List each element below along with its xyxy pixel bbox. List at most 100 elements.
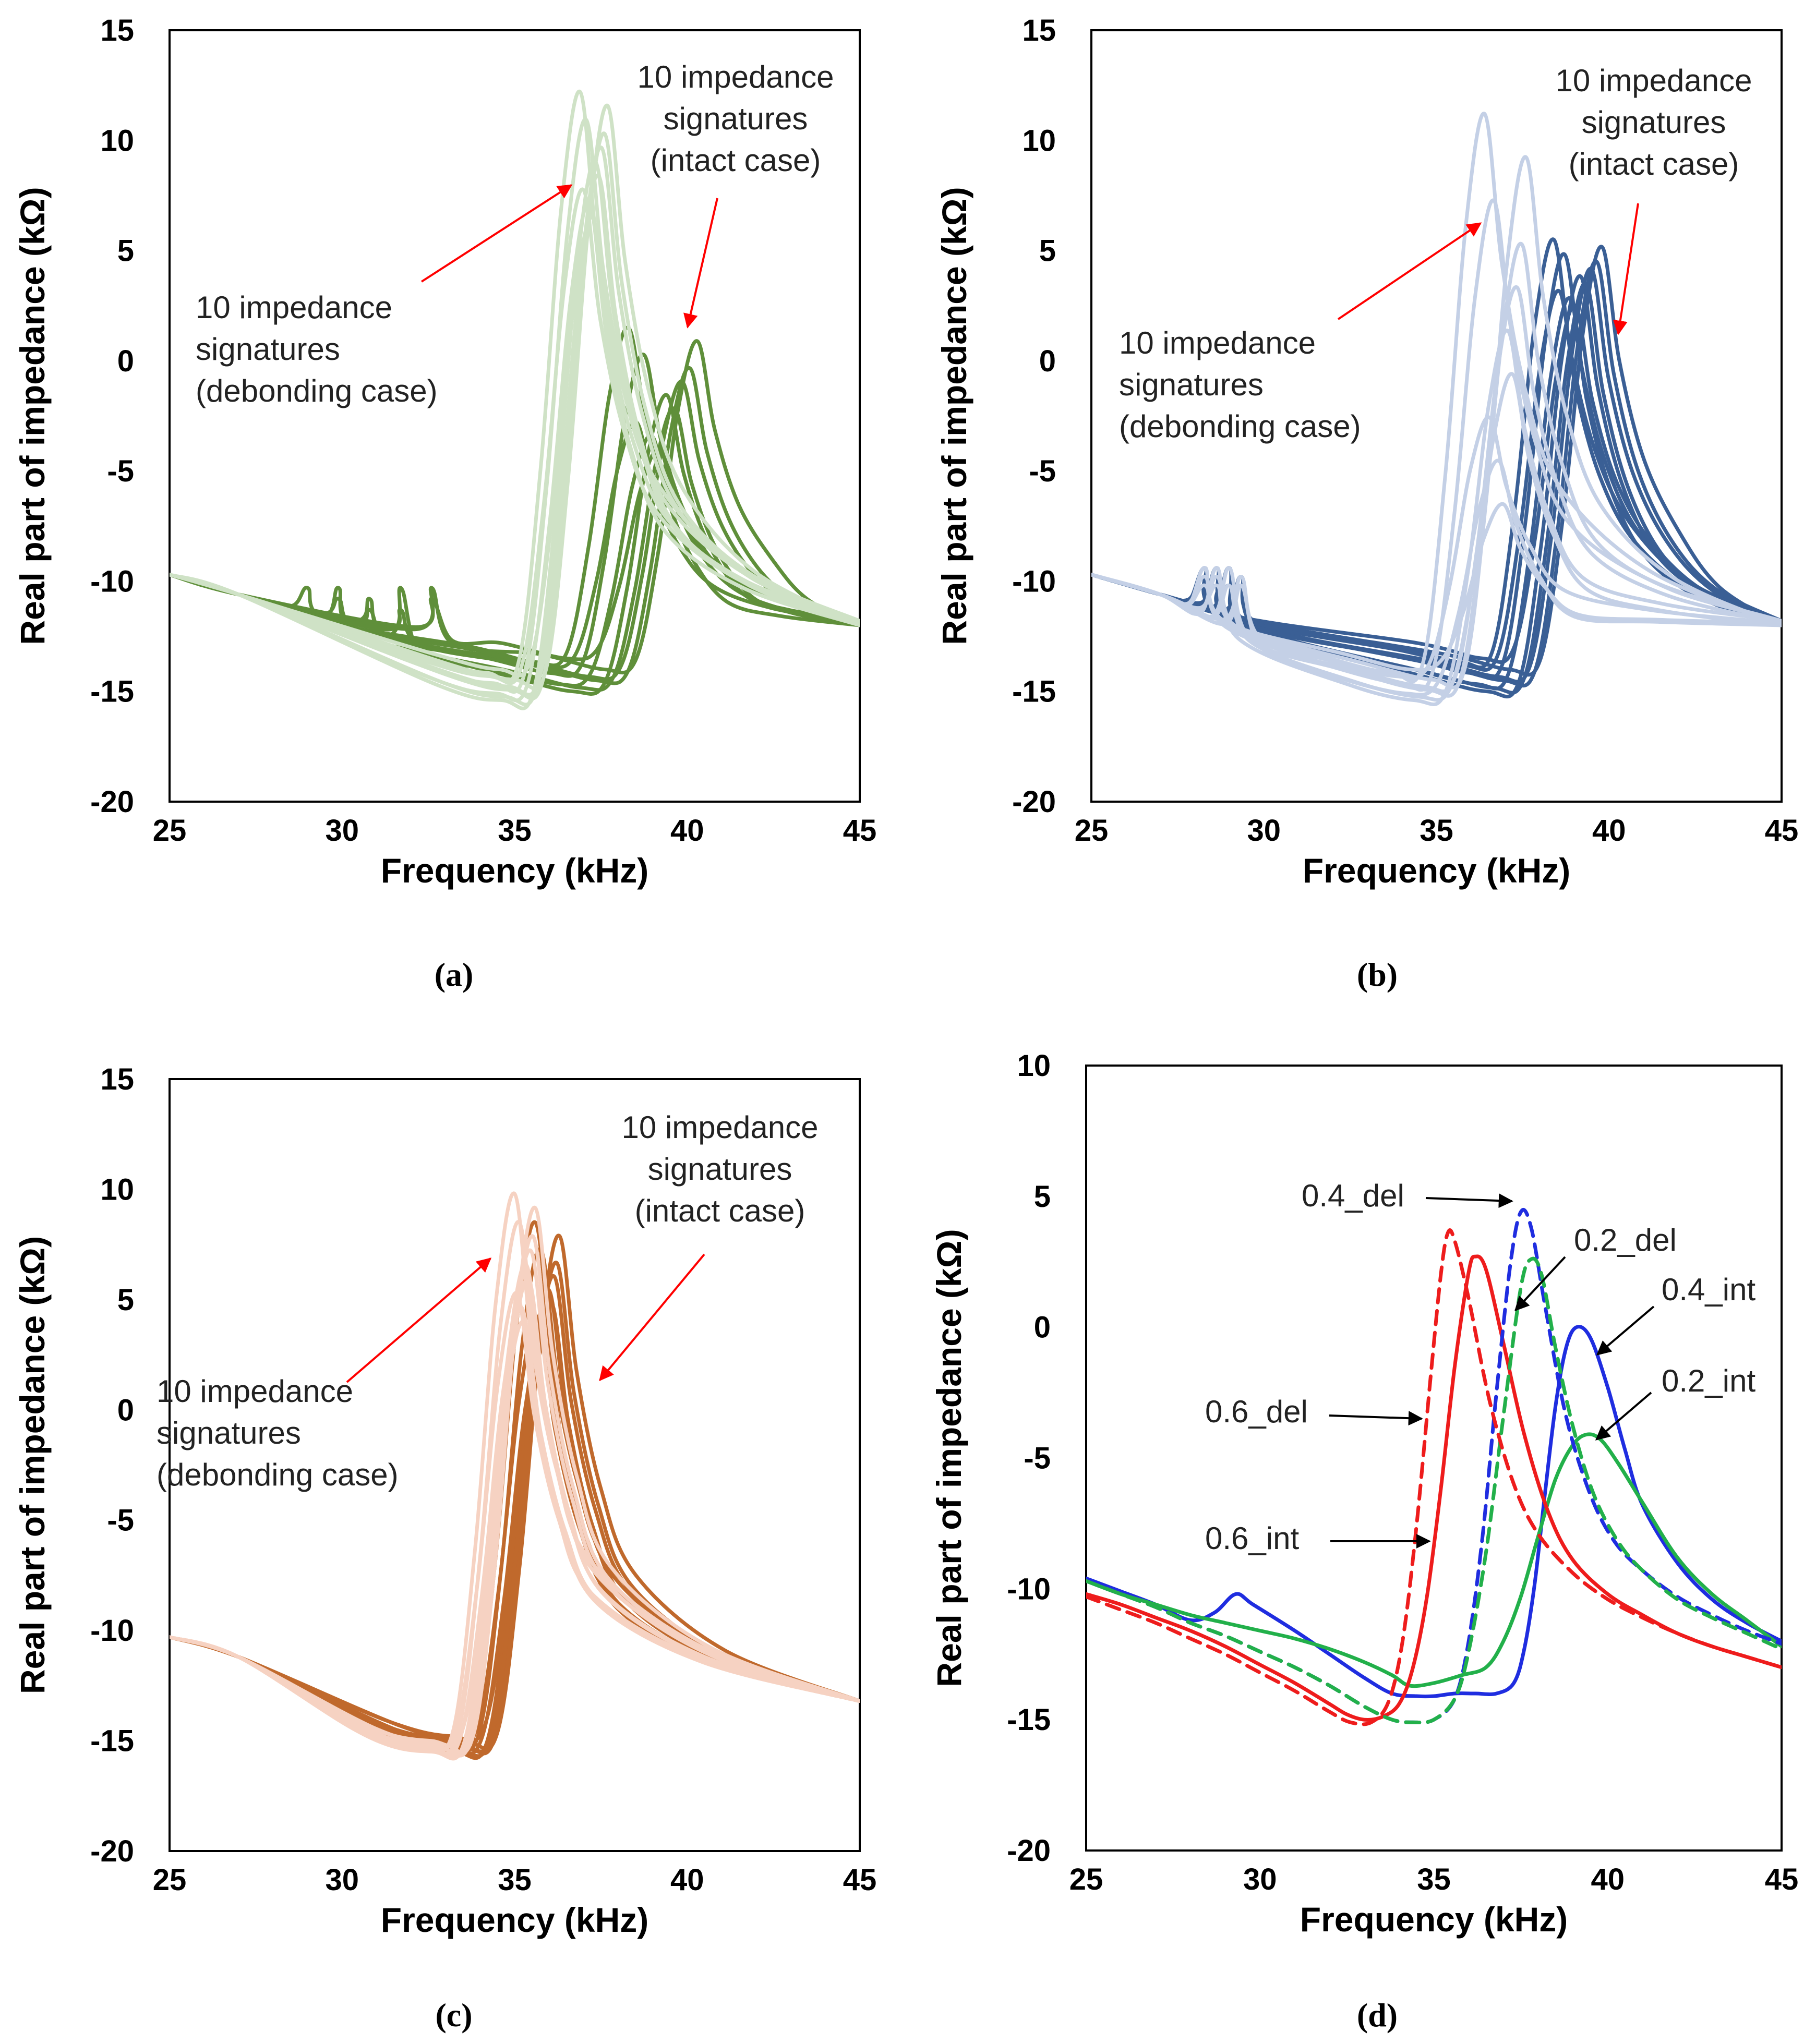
series-label-arrow <box>1596 1305 1655 1356</box>
series-line-debonding <box>1091 241 1782 698</box>
y-tick-label: -5 <box>107 1504 134 1538</box>
y-axis-label: Real part of impedance (kΩ) <box>935 187 973 645</box>
annotation-text: (intact case) <box>1569 147 1739 182</box>
series-line-intact <box>170 393 860 696</box>
series-label: 0.4_int <box>1662 1272 1755 1307</box>
x-tick-label: 45 <box>843 814 877 848</box>
panel-caption: (c) <box>435 1997 472 2034</box>
x-tick-label: 40 <box>670 1863 704 1897</box>
series-line-debonding <box>1091 198 1782 692</box>
series-label: 0.6_del <box>1205 1394 1308 1429</box>
y-tick-label: -10 <box>90 1614 134 1648</box>
y-tick-label: -15 <box>1012 675 1056 709</box>
y-tick-label: -10 <box>1007 1572 1051 1606</box>
y-tick-label: 0 <box>117 1393 134 1427</box>
x-tick-label: 45 <box>843 1863 877 1897</box>
x-tick-label: 30 <box>325 1863 359 1897</box>
plot-area <box>170 89 860 710</box>
x-tick-label: 45 <box>1765 1862 1799 1896</box>
series-line-debonding <box>170 215 860 678</box>
y-tick-label: 5 <box>1034 1180 1051 1214</box>
x-tick-label: 30 <box>1243 1862 1277 1896</box>
series-line-debonding <box>170 173 860 707</box>
y-tick-label: 5 <box>117 1283 134 1317</box>
series-label: 0.2_int <box>1662 1363 1755 1398</box>
y-tick-label: -15 <box>1007 1703 1051 1737</box>
y-tick-label: -5 <box>1029 454 1056 488</box>
series-line-debonding <box>1091 372 1782 702</box>
y-tick-label: -20 <box>90 785 134 819</box>
annotation-arrow <box>599 1253 705 1382</box>
y-tick-label: 0 <box>117 344 134 378</box>
y-tick-label: 15 <box>100 1062 134 1096</box>
plot-frame <box>169 1078 861 1852</box>
x-tick-label: 40 <box>1591 1862 1625 1896</box>
chart-panel-d: 25 30 35 40 45 10 5 0 -5 -10 -15 -20 Frequency (kHz)… <box>930 1049 1798 2034</box>
y-tick-label: -5 <box>1024 1442 1051 1475</box>
x-tick-label: 35 <box>498 814 532 848</box>
y-tick-label: 10 <box>100 124 134 158</box>
annotation-text: 10 impedance <box>1556 63 1752 98</box>
plot-frame <box>1090 29 1783 803</box>
x-tick-label: 45 <box>1765 814 1799 848</box>
series-label-arrow <box>1595 1392 1652 1441</box>
y-tick-label: 10 <box>1017 1049 1051 1083</box>
series-line-debonding <box>170 89 860 684</box>
annotation-text: (intact case) <box>651 143 821 178</box>
series-line-debonding <box>1091 329 1782 706</box>
annotation-text: signatures <box>1582 105 1726 140</box>
series-line-debonding <box>170 1277 860 1759</box>
panel-caption: (a) <box>435 956 474 993</box>
panel-caption: (b) <box>1357 956 1398 993</box>
y-tick-label: -20 <box>90 1834 134 1868</box>
panel-caption: (d) <box>1357 1997 1398 2034</box>
plot-area <box>1086 1207 1782 1726</box>
y-axis-label: Real part of impedance (kΩ) <box>13 187 52 645</box>
annotation-text: signatures <box>196 332 340 367</box>
y-tick-label: 5 <box>1039 234 1056 268</box>
series-label: 0.2_del <box>1574 1223 1677 1257</box>
chart-panel-a: 25 30 35 40 45 15 10 5 0 -5 -10 -15 -20 Frequency (kH… <box>13 14 876 993</box>
annotation-text: 10 impedance <box>157 1374 353 1409</box>
x-tick-label: 30 <box>1247 814 1281 848</box>
x-tick-label: 25 <box>153 814 187 848</box>
x-tick-label: 25 <box>1075 814 1109 848</box>
y-tick-label: 15 <box>1022 14 1056 47</box>
y-tick-label: 5 <box>117 234 134 268</box>
annotation-text: signatures <box>664 101 808 136</box>
y-tick-label: -10 <box>1012 564 1056 598</box>
annotation-text: 10 impedance <box>196 290 392 325</box>
series-line-intact <box>170 433 860 688</box>
annotation-text: (intact case) <box>635 1193 805 1228</box>
series-line-0.2_del <box>1086 1256 1782 1725</box>
series-line-0.4_int <box>1086 1325 1782 1699</box>
y-tick-label: -20 <box>1007 1834 1051 1868</box>
series-line-intact <box>170 366 860 685</box>
y-tick-label: -20 <box>1012 785 1056 819</box>
x-axis-label: Frequency (kHz) <box>381 851 648 890</box>
annotation-text: signatures <box>648 1152 792 1187</box>
y-tick-label: -15 <box>90 675 134 709</box>
series-line-intact <box>170 447 860 661</box>
annotation-arrow <box>1613 203 1639 335</box>
y-tick-label: 10 <box>100 1172 134 1206</box>
y-axis-label: Real part of impedance (kΩ) <box>13 1236 52 1694</box>
x-axis-label: Frequency (kHz) <box>1300 1900 1568 1939</box>
y-tick-label: -15 <box>90 1724 134 1758</box>
series-line-intact <box>170 379 860 681</box>
series-line-debonding <box>1091 502 1782 672</box>
x-axis-label: Frequency (kHz) <box>1303 851 1570 890</box>
y-tick-label: -5 <box>107 454 134 488</box>
y-tick-label: 10 <box>1022 124 1056 158</box>
x-tick-label: 25 <box>153 1863 187 1897</box>
plot-area <box>170 1191 860 1761</box>
annotation-text: 10 impedance <box>1119 325 1316 360</box>
series-line-0.2_int <box>1086 1432 1782 1688</box>
x-tick-label: 35 <box>1420 814 1453 848</box>
annotation-arrow <box>683 198 718 329</box>
series-line-0.6_int <box>1086 1254 1782 1722</box>
x-tick-label: 25 <box>1069 1862 1103 1896</box>
annotation-arrow <box>420 184 573 283</box>
series-line-debonding <box>1091 415 1782 680</box>
